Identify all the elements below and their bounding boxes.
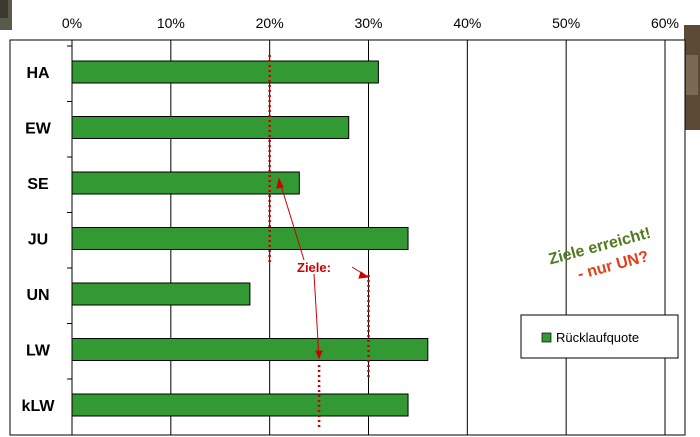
targets-label: Ziele: <box>297 260 331 275</box>
bar <box>71 227 409 250</box>
x-axis-tick-labels: 0% 10% 20% 30% 40% 50% 60% <box>62 15 679 31</box>
category-label: JU <box>28 232 48 249</box>
category-label: kLW <box>22 398 56 415</box>
callout-to-25 <box>313 273 320 359</box>
bar <box>71 338 429 361</box>
category-label: SE <box>27 176 49 193</box>
background-photo-right <box>684 25 700 130</box>
legend-label: Rücklaufquote <box>556 330 639 345</box>
category-label: EW <box>25 121 52 138</box>
bar <box>71 116 350 139</box>
callout-to-20-arrowhead <box>276 177 284 189</box>
bar <box>71 171 300 195</box>
bar <box>71 282 251 306</box>
callout-to-20 <box>278 178 305 261</box>
callout-to-25-arrowhead <box>315 350 323 360</box>
x-tick-label: 10% <box>157 15 185 31</box>
x-tick-label: 0% <box>62 15 82 31</box>
x-tick-label: 40% <box>453 15 481 31</box>
bar <box>71 393 409 417</box>
category-label: UN <box>26 287 49 304</box>
x-tick-label: 20% <box>256 15 284 31</box>
category-label: HA <box>26 65 50 82</box>
bar <box>71 60 379 84</box>
x-tick-label: 30% <box>354 15 382 31</box>
legend: Rücklaufquote <box>520 314 679 359</box>
bars <box>67 40 429 435</box>
legend-swatch <box>541 332 552 343</box>
x-tick-label: 50% <box>552 15 580 31</box>
background-photo-left <box>0 0 12 30</box>
category-label: LW <box>26 343 51 360</box>
target-lines <box>268 55 370 430</box>
callout-to-30-arrowhead <box>358 271 370 279</box>
x-tick-label: 60% <box>651 15 679 31</box>
y-axis-category-labels: HA EW SE JU UN LW kLW <box>22 65 56 415</box>
target-callouts <box>276 177 370 360</box>
